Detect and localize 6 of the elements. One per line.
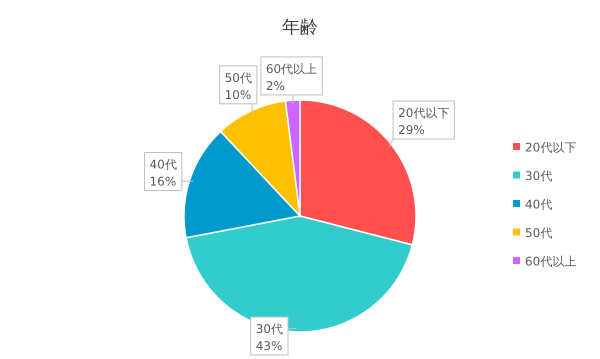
legend-label: 20代以下 [525, 140, 576, 154]
legend-label: 30代 [525, 169, 552, 183]
legend-label: 40代 [525, 198, 552, 212]
title: 年齢 [282, 17, 318, 38]
legend-label: 60代以上 [525, 254, 576, 268]
legend-label: 50代 [525, 226, 552, 240]
